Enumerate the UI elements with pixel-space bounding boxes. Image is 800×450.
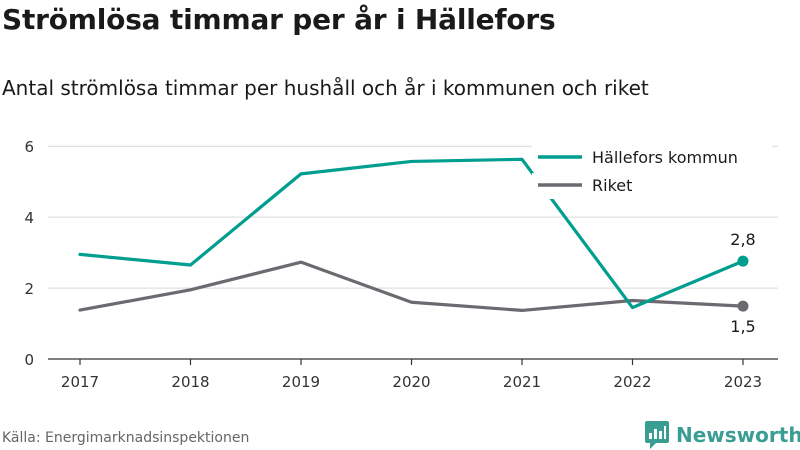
y-tick-label: 2: [24, 280, 34, 298]
line-chart: 0 2 4 6 2017 2018 2019 2020 2021 2022 2023 2,8 1,5…: [24, 138, 778, 391]
source-note: Källa: Energimarknadsinspektionen: [2, 430, 250, 446]
y-tick-label: 6: [24, 138, 34, 156]
y-tick-label: 0: [24, 351, 34, 369]
series-end-point: [737, 300, 749, 312]
chart-bubble-icon: [645, 421, 669, 449]
data-label-riket-2023: 1,5: [730, 317, 755, 336]
chart-title: Strömlösa timmar per år i Hällefors: [2, 3, 556, 36]
series-line-riket: [78, 260, 745, 313]
brand-name: Newsworthy: [676, 423, 800, 447]
x-tick-label: 2017: [61, 373, 99, 391]
y-axis-ticks: 0 2 4 6: [24, 138, 34, 369]
legend-label: Riket: [592, 176, 632, 195]
x-tick-label: 2021: [503, 373, 541, 391]
brand-logo: Newsworthy: [644, 420, 800, 450]
x-tick-label: 2019: [282, 373, 320, 391]
x-tick-label: 2023: [724, 373, 762, 391]
x-tick-label: 2022: [613, 373, 651, 391]
x-tick-label: 2018: [171, 373, 209, 391]
y-tick-label: 4: [24, 209, 34, 227]
series-line-hallefors: [78, 157, 745, 310]
series-lines: 2,8 1,5: [78, 157, 756, 336]
data-label-hallefors-2023: 2,8: [730, 230, 755, 249]
legend-label: Hällefors kommun: [592, 148, 738, 167]
x-axis: 2017 2018 2019 2020 2021 2022 2023: [48, 358, 778, 391]
chart-subtitle: Antal strömlösa timmar per hushåll och å…: [2, 76, 649, 100]
x-tick-label: 2020: [392, 373, 430, 391]
legend: Hällefors kommun Riket: [532, 145, 772, 199]
series-end-point: [737, 255, 749, 267]
